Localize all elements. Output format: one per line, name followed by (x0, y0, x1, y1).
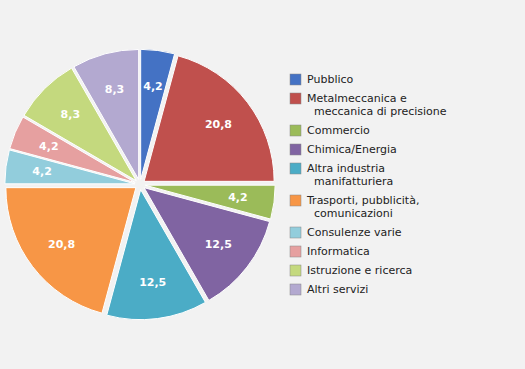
data-label: 4,2 (39, 140, 59, 153)
pie: 4,2 20,8 4,2 12,5 12,5 20,8 4,2 4,2 8,3 8,3 (5, 49, 275, 319)
legend-label-line: Metalmeccanica e (307, 92, 407, 105)
legend-swatch (290, 284, 301, 295)
legend-label: Metalmeccanica e meccanica di precisione (307, 92, 447, 118)
legend-label-line: Altri servizi (307, 283, 368, 296)
data-label: 8,3 (105, 83, 125, 96)
legend-label: Consulenze varie (307, 226, 402, 239)
data-label: 20,8 (205, 118, 232, 131)
legend-item: Altri servizi (290, 283, 368, 296)
legend-item: Altra industria manifatturiera (290, 162, 393, 188)
data-label: 20,8 (48, 238, 75, 251)
legend-item: Istruzione e ricerca (290, 264, 412, 277)
legend-label-line: Consulenze varie (307, 226, 402, 239)
legend-label: Informatica (307, 245, 370, 258)
legend-item: Trasporti, pubblicità, comunicazioni (290, 194, 419, 220)
legend-label-line: manifatturiera (307, 175, 393, 188)
legend-label: Chimica/Energia (307, 143, 397, 156)
legend-swatch (290, 125, 301, 136)
legend-item: Metalmeccanica e meccanica di precisione (290, 92, 447, 118)
legend-item: Pubblico (290, 73, 354, 86)
legend-item: Commercio (290, 124, 370, 137)
legend-label: Altra industria manifatturiera (307, 162, 393, 188)
legend-swatch (290, 163, 301, 174)
legend-item: Consulenze varie (290, 226, 402, 239)
legend-label-line: Trasporti, pubblicità, (306, 194, 419, 207)
legend-label: Commercio (307, 124, 370, 137)
data-label: 8,3 (61, 108, 81, 121)
legend-label-line: Chimica/Energia (307, 143, 397, 156)
legend-swatch (290, 246, 301, 257)
legend-label-line: Altra industria (307, 162, 385, 175)
chart: 4,2 20,8 4,2 12,5 12,5 20,8 4,2 4,2 8,3 8,3 Pubbli… (0, 0, 525, 369)
legend-label-line: Pubblico (307, 73, 354, 86)
legend-label: Pubblico (307, 73, 354, 86)
background (0, 0, 525, 369)
legend-label-line: Istruzione e ricerca (307, 264, 412, 277)
legend-swatch (290, 195, 301, 206)
legend-label: Trasporti, pubblicità, comunicazioni (306, 194, 419, 220)
legend-label-line: Informatica (307, 245, 370, 258)
pie-slice (74, 49, 139, 179)
data-label: 12,5 (205, 238, 232, 251)
legend-item: Chimica/Energia (290, 143, 397, 156)
data-label: 4,2 (32, 165, 52, 178)
pie-slice (6, 188, 136, 314)
legend-label-line: Commercio (307, 124, 370, 137)
legend-swatch (290, 93, 301, 104)
data-label: 12,5 (139, 276, 166, 289)
legend-label: Istruzione e ricerca (307, 264, 412, 277)
legend-swatch (290, 265, 301, 276)
legend-label-line: meccanica di precisione (307, 105, 447, 118)
legend-swatch (290, 227, 301, 238)
legend-item: Informatica (290, 245, 370, 258)
data-label: 4,2 (143, 80, 163, 93)
legend-swatch (290, 144, 301, 155)
data-label: 4,2 (228, 191, 248, 204)
legend-label-line: comunicazioni (307, 207, 393, 220)
legend: Pubblico Metalmeccanica e meccanica di pr… (290, 73, 447, 296)
pie-slice (144, 56, 274, 182)
legend-swatch (290, 74, 301, 85)
legend-label: Altri servizi (307, 283, 368, 296)
